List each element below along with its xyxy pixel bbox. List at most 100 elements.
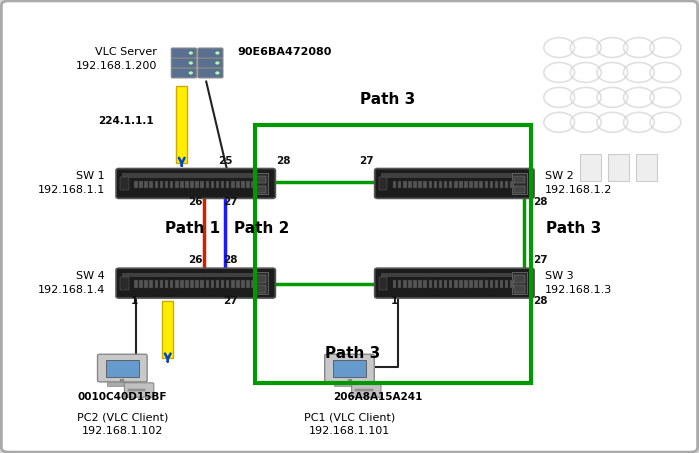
Bar [428, 181, 432, 188]
FancyBboxPatch shape [124, 383, 154, 397]
Text: Path 3: Path 3 [325, 346, 381, 361]
Bar [398, 280, 401, 288]
FancyBboxPatch shape [171, 68, 196, 78]
Text: 27: 27 [224, 296, 238, 306]
Bar [449, 181, 452, 188]
Circle shape [189, 72, 192, 74]
FancyBboxPatch shape [171, 48, 196, 58]
Bar [139, 181, 143, 188]
Text: 26: 26 [189, 197, 203, 207]
Bar [190, 181, 194, 188]
Bar [514, 176, 525, 183]
Bar [196, 181, 199, 188]
Bar [255, 125, 531, 383]
Bar [464, 181, 468, 188]
Bar [433, 181, 437, 188]
Bar [418, 280, 421, 288]
Bar [106, 360, 139, 377]
Bar [162, 301, 173, 358]
Bar [439, 181, 442, 188]
Bar [393, 280, 396, 288]
Bar [170, 280, 173, 288]
Bar [201, 280, 204, 288]
Bar [170, 181, 173, 188]
Bar [159, 181, 163, 188]
Bar [190, 280, 194, 288]
Bar [495, 280, 498, 288]
Text: 25: 25 [218, 155, 232, 165]
Bar [334, 382, 365, 386]
FancyBboxPatch shape [116, 268, 275, 298]
Bar [180, 181, 184, 188]
Bar [253, 173, 268, 194]
Bar [236, 181, 240, 188]
Text: SW 2
192.168.1.2: SW 2 192.168.1.2 [545, 172, 612, 195]
Bar [505, 280, 508, 288]
Bar [165, 181, 168, 188]
Bar [159, 280, 163, 288]
Text: 26: 26 [189, 255, 203, 265]
Bar [480, 181, 483, 188]
Text: 90E6BA472080: 90E6BA472080 [238, 47, 332, 57]
Polygon shape [608, 154, 629, 181]
Bar [216, 181, 219, 188]
Bar [459, 181, 463, 188]
Bar [241, 181, 245, 188]
Text: SW 3
192.168.1.3: SW 3 192.168.1.3 [545, 271, 612, 295]
Bar [381, 273, 528, 277]
Bar [514, 186, 525, 193]
FancyBboxPatch shape [198, 68, 223, 78]
Bar [512, 272, 527, 294]
Bar [255, 186, 266, 193]
Bar [475, 181, 478, 188]
Bar [120, 177, 129, 190]
Bar [231, 181, 235, 188]
Bar [210, 280, 214, 288]
Bar [150, 181, 153, 188]
Text: 1: 1 [391, 296, 398, 306]
Circle shape [216, 62, 219, 64]
Text: 27: 27 [533, 255, 547, 265]
Bar [424, 280, 427, 288]
Bar [454, 280, 458, 288]
Bar [469, 181, 473, 188]
Text: 206A8A15A241: 206A8A15A241 [333, 392, 422, 402]
Circle shape [216, 72, 219, 74]
Bar [484, 181, 488, 188]
Bar [444, 181, 447, 188]
Bar [154, 181, 158, 188]
Circle shape [216, 52, 219, 54]
Bar [255, 275, 266, 283]
Bar [255, 285, 266, 293]
Bar [206, 181, 209, 188]
Bar [206, 280, 209, 288]
FancyBboxPatch shape [324, 354, 375, 382]
Bar [469, 280, 473, 288]
Bar [480, 280, 483, 288]
Bar [413, 280, 417, 288]
Bar [449, 280, 452, 288]
Bar [252, 280, 255, 288]
Bar [221, 280, 224, 288]
Bar [454, 181, 458, 188]
Bar [490, 181, 493, 188]
Bar [355, 389, 373, 391]
Text: Path 3: Path 3 [545, 221, 601, 236]
Bar [444, 280, 447, 288]
Bar [122, 273, 269, 277]
Bar [255, 176, 266, 183]
Bar [253, 272, 268, 294]
Text: 1: 1 [131, 296, 138, 306]
Bar [201, 181, 204, 188]
Polygon shape [580, 154, 601, 181]
Bar [484, 280, 488, 288]
Bar [210, 181, 214, 188]
Bar [252, 181, 255, 188]
Text: Path 2: Path 2 [234, 221, 290, 236]
Bar [175, 181, 178, 188]
Bar [408, 181, 412, 188]
Bar [226, 181, 229, 188]
Bar [379, 276, 387, 290]
Text: SW 1
192.168.1.1: SW 1 192.168.1.1 [38, 172, 105, 195]
FancyBboxPatch shape [97, 354, 147, 382]
